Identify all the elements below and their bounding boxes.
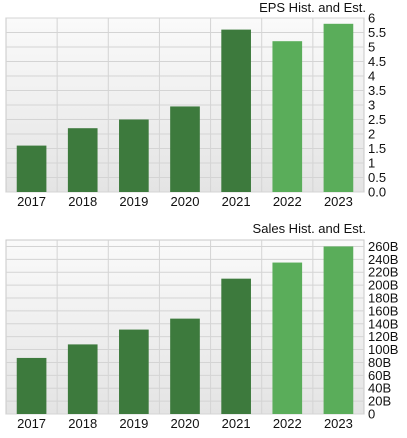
eps-y-tick-label: 3 <box>368 98 375 113</box>
sales-bar-2017 <box>16 357 47 414</box>
sales-y-tick-label: 160B <box>368 303 398 318</box>
sales-x-tick-label: 2019 <box>119 416 148 431</box>
sales-bar-2019 <box>119 329 149 414</box>
eps-y-tick-label: 2 <box>368 127 375 142</box>
sales-chart-title: Sales Hist. and Est. <box>253 221 366 236</box>
eps-x-tick-label: 2019 <box>119 194 148 209</box>
sales-y-tick-label: 120B <box>368 329 398 344</box>
sales-x-tick-label: 2018 <box>68 416 97 431</box>
eps-x-tick-label: 2023 <box>324 194 353 209</box>
eps-y-tick-label: 4.5 <box>368 54 386 69</box>
sales-x-tick-label: 2021 <box>222 416 251 431</box>
sales-y-tick-label: 0 <box>368 407 375 422</box>
sales-x-tick-label: 2017 <box>17 416 46 431</box>
eps-y-tick-label: 4 <box>368 69 375 84</box>
sales-y-tick-label: 260B <box>368 239 398 254</box>
eps-x-tick-label: 2020 <box>171 194 200 209</box>
sales-chart: Sales Hist. and Est. 020B40B60B80B100B12… <box>5 221 398 431</box>
eps-y-tick-label: 0.5 <box>368 170 386 185</box>
sales-y-tick-label: 20B <box>368 394 391 409</box>
sales-y-tick-label: 140B <box>368 316 398 331</box>
eps-bar-2019 <box>119 119 149 192</box>
eps-bar-2022 <box>272 41 303 193</box>
sales-y-tick-label: 60B <box>368 368 391 383</box>
sales-y-tick-label: 80B <box>368 355 391 370</box>
eps-x-tick-label: 2017 <box>17 194 46 209</box>
sales-y-tick-label: 40B <box>368 381 391 396</box>
sales-y-tick-label: 200B <box>368 278 398 293</box>
eps-y-tick-label: 6 <box>368 11 375 26</box>
sales-bar-2018 <box>67 344 98 414</box>
eps-y-axis: 0.00.511.522.533.544.555.56 <box>368 11 386 200</box>
eps-y-tick-label: 1.5 <box>368 141 386 156</box>
sales-y-axis: 020B40B60B80B100B120B140B160B180B200B220… <box>368 239 398 422</box>
eps-chart-title: EPS Hist. and Est. <box>259 0 366 15</box>
eps-chart: EPS Hist. and Est. 0.00.511.522.533.544.… <box>5 0 386 209</box>
sales-bar-2023 <box>323 246 354 414</box>
eps-y-tick-label: 3.5 <box>368 83 386 98</box>
eps-bar-2020 <box>170 106 200 192</box>
eps-y-tick-label: 0.0 <box>368 185 386 200</box>
sales-y-tick-label: 220B <box>368 265 398 280</box>
eps-bar-2023 <box>323 23 354 192</box>
eps-bars <box>16 23 354 193</box>
sales-x-tick-label: 2022 <box>273 416 302 431</box>
sales-x-tick-label: 2020 <box>171 416 200 431</box>
sales-bars <box>16 246 354 414</box>
eps-bar-2018 <box>67 128 98 192</box>
eps-x-tick-label: 2022 <box>273 194 302 209</box>
sales-bar-2021 <box>221 278 251 414</box>
eps-x-tick-label: 2021 <box>222 194 251 209</box>
sales-bar-2020 <box>170 318 200 414</box>
sales-y-tick-label: 240B <box>368 252 398 267</box>
eps-y-tick-label: 1 <box>368 156 375 171</box>
eps-y-tick-label: 2.5 <box>368 112 386 127</box>
eps-y-tick-label: 5.5 <box>368 25 386 40</box>
sales-y-tick-label: 100B <box>368 342 398 357</box>
eps-bar-2017 <box>16 145 47 192</box>
sales-x-axis: 2017 2018 2019 2020 2021 2022 2023 <box>17 416 353 431</box>
eps-bar-2021 <box>221 29 251 192</box>
sales-y-tick-label: 180B <box>368 291 398 306</box>
sales-x-tick-label: 2023 <box>324 416 353 431</box>
eps-x-tick-label: 2018 <box>68 194 97 209</box>
eps-y-tick-label: 5 <box>368 40 375 55</box>
eps-x-axis: 2017 2018 2019 2020 2021 2022 2023 <box>17 194 353 209</box>
sales-bar-2022 <box>272 262 303 414</box>
